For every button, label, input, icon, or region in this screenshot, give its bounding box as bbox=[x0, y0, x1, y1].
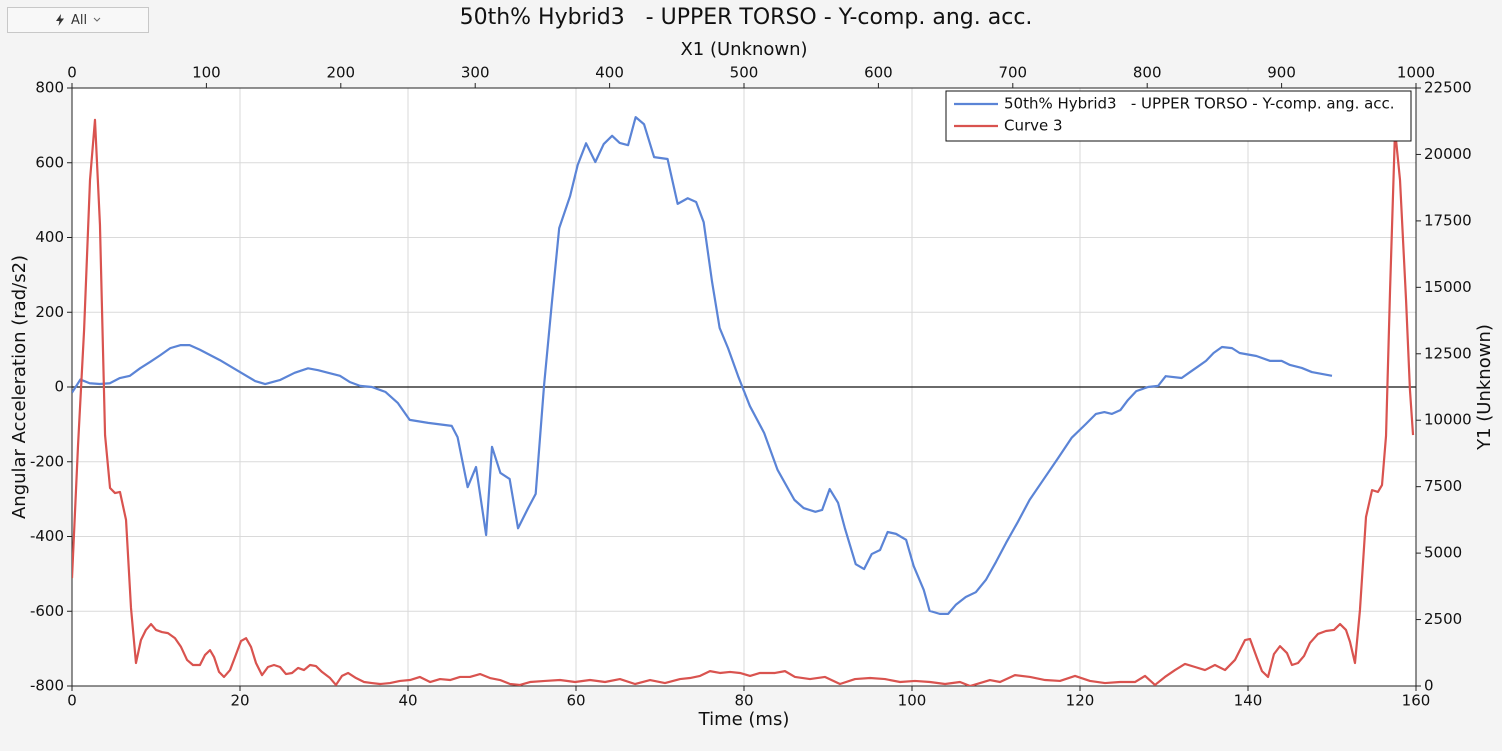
y-tick-label: -200 bbox=[30, 452, 64, 470]
legend-box bbox=[945, 90, 1412, 142]
x-tick-label: 20 bbox=[230, 692, 249, 710]
series-line bbox=[72, 118, 1415, 686]
x-tick-label: 120 bbox=[1066, 692, 1095, 710]
x2-tick-label: 900 bbox=[1267, 64, 1296, 82]
filter-dropdown[interactable]: All bbox=[7, 7, 149, 33]
x2-tick-label: 0 bbox=[67, 64, 77, 82]
x2-tick-label: 100 bbox=[192, 64, 221, 82]
y-tick-label: 800 bbox=[35, 79, 64, 97]
y-tick-label: -400 bbox=[30, 527, 64, 545]
y-tick-label: 400 bbox=[35, 228, 64, 246]
y2-tick-label: 5000 bbox=[1424, 544, 1462, 562]
y2-tick-label: 2500 bbox=[1424, 610, 1462, 628]
x-tick-label: 80 bbox=[734, 692, 753, 710]
series-line bbox=[72, 116, 1333, 615]
y-tick-label: 200 bbox=[35, 303, 64, 321]
x-tick-label: 100 bbox=[898, 692, 927, 710]
x2-tick-label: 400 bbox=[595, 64, 624, 82]
y-axis-label: Angular Acceleration (rad/s2) bbox=[9, 255, 30, 519]
y2-tick-label: 17500 bbox=[1424, 211, 1472, 229]
y2-tick-label: 12500 bbox=[1424, 344, 1472, 362]
chevron-icon bbox=[93, 17, 101, 22]
legend-label: 50th% Hybrid3 - UPPER TORSO - Y-comp. an… bbox=[1004, 95, 1395, 113]
legend-label: Curve 3 bbox=[1004, 117, 1063, 135]
chart-title: 50th% Hybrid3 - UPPER TORSO - Y-comp. an… bbox=[460, 5, 1033, 30]
bolt-icon bbox=[55, 14, 64, 26]
y-tick-label: -800 bbox=[30, 677, 64, 695]
y2-tick-label: 7500 bbox=[1424, 477, 1462, 495]
y-tick-label: -600 bbox=[30, 602, 64, 620]
x2-tick-label: 300 bbox=[461, 64, 490, 82]
y2-tick-label: 15000 bbox=[1424, 278, 1472, 296]
y2-tick-label: 0 bbox=[1424, 677, 1434, 695]
x-tick-label: 60 bbox=[566, 692, 585, 710]
x-tick-label: 40 bbox=[398, 692, 417, 710]
x-tick-label: 0 bbox=[67, 692, 77, 710]
y2-tick-label: 10000 bbox=[1424, 411, 1472, 429]
y2-tick-label: 22500 bbox=[1424, 79, 1472, 97]
y-tick-label: 0 bbox=[54, 378, 64, 396]
y-tick-label: 600 bbox=[35, 153, 64, 171]
x2-tick-label: 600 bbox=[864, 64, 893, 82]
x2-tick-label: 500 bbox=[730, 64, 759, 82]
x2-tick-label: 200 bbox=[326, 64, 355, 82]
y2-tick-label: 20000 bbox=[1424, 145, 1472, 163]
x2-tick-label: 1000 bbox=[1397, 64, 1435, 82]
x-tick-label: 160 bbox=[1402, 692, 1431, 710]
x2-tick-label: 800 bbox=[1133, 64, 1162, 82]
x2-axis-label: X1 (Unknown) bbox=[680, 39, 807, 60]
x-axis-label: Time (ms) bbox=[698, 709, 790, 730]
y2-axis-label: Y1 (Unknown) bbox=[1474, 324, 1495, 451]
x-tick-label: 140 bbox=[1234, 692, 1263, 710]
plot-frame bbox=[71, 87, 1417, 687]
x2-tick-label: 700 bbox=[998, 64, 1027, 82]
legend: 50th% Hybrid3 - UPPER TORSO - Y-comp. an… bbox=[945, 90, 1412, 142]
filter-label: All bbox=[70, 12, 88, 28]
